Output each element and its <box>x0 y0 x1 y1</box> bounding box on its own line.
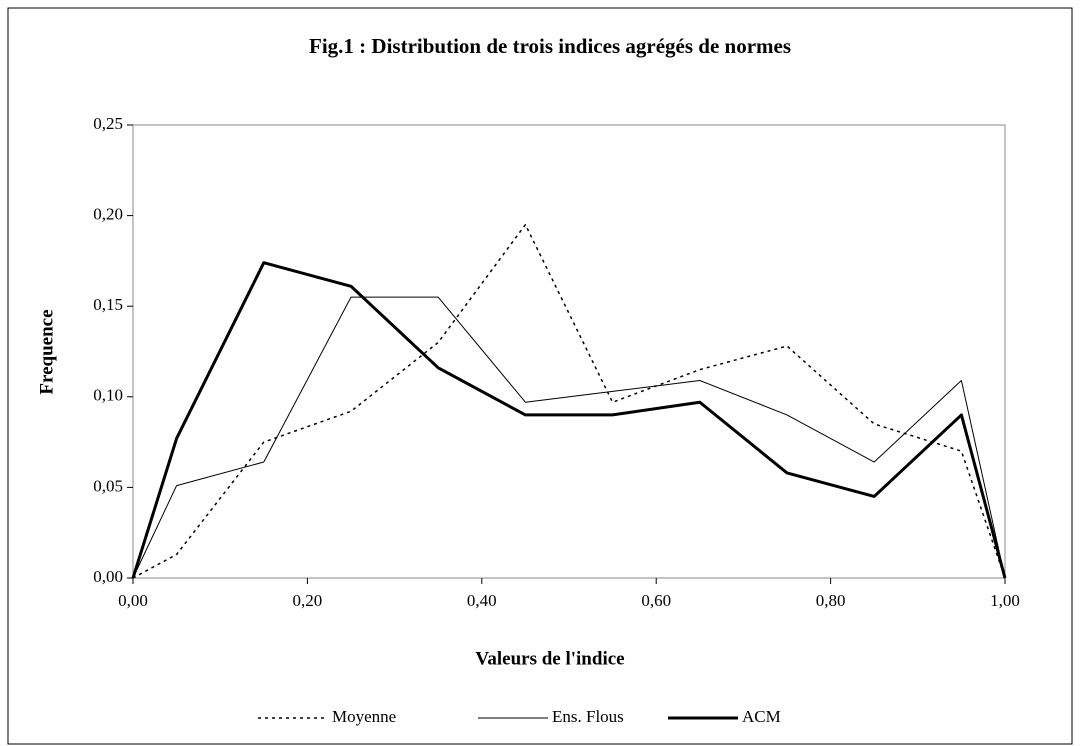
y-tick-label: 0,05 <box>93 476 123 495</box>
y-tick-label: 0,00 <box>93 567 123 586</box>
y-tick-label: 0,10 <box>93 386 123 405</box>
y-tick-label: 0,25 <box>93 114 123 133</box>
plot-frame <box>132 124 1006 579</box>
y-axis-label: Frequence <box>36 309 57 394</box>
x-tick-label: 0,60 <box>641 591 671 610</box>
x-tick-label: 0,20 <box>293 591 323 610</box>
legend-label: ACM <box>742 707 781 726</box>
legend-label: Ens. Flous <box>552 707 624 726</box>
y-tick-label: 0,15 <box>93 295 123 314</box>
legend-label: Moyenne <box>332 707 396 726</box>
series-line <box>132 223 1006 579</box>
series-line <box>132 296 1006 579</box>
y-tick-label: 0,20 <box>93 205 123 224</box>
x-axis-label: Valeurs de l'indice <box>475 648 624 669</box>
x-tick-label: 0,00 <box>118 591 148 610</box>
x-tick-label: 0,80 <box>816 591 846 610</box>
x-tick-label: 0,40 <box>467 591 497 610</box>
chart-title: Fig.1 : Distribution de trois indices ag… <box>309 34 791 58</box>
series-line <box>131 261 1007 579</box>
x-tick-label: 1,00 <box>990 591 1020 610</box>
chart-frame <box>7 7 1073 745</box>
